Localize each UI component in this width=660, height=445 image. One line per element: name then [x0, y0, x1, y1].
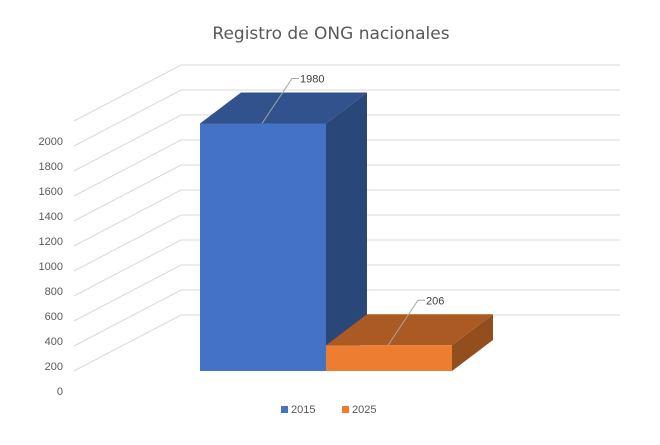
bar-top [200, 92, 367, 124]
leader-line [261, 78, 299, 124]
gridline [73, 289, 620, 347]
data-label: 206 [426, 295, 444, 307]
y-tick-label: 1600 [39, 186, 63, 198]
gridline [73, 264, 620, 322]
bar-top [326, 314, 493, 346]
bar-side [326, 92, 367, 371]
bar-front [326, 345, 452, 371]
legend-swatch [281, 406, 288, 413]
bar-2015 [200, 92, 367, 371]
legend-label: 2015 [291, 404, 315, 416]
y-tick-label: 1800 [39, 161, 63, 173]
data-labels: 1980 206 [261, 74, 444, 346]
gridline [73, 64, 620, 122]
leader-line [387, 299, 425, 346]
gridlines [73, 64, 620, 372]
y-axis-ticks: 0 200 400 600 800 1000 1200 1400 1600 1800 2000 [39, 136, 63, 398]
y-tick-label: 400 [45, 336, 63, 348]
gridline [73, 239, 620, 297]
y-tick-label: 1400 [39, 211, 63, 223]
chart-title: Registro de ONG nacionales [212, 24, 449, 44]
gridline [73, 89, 620, 147]
legend-label: 2025 [352, 404, 376, 416]
bar-2025 [326, 314, 493, 371]
y-tick-label: 600 [45, 311, 63, 323]
y-tick-label: 200 [45, 361, 63, 373]
data-label: 1980 [300, 74, 324, 86]
y-tick-label: 1000 [39, 261, 63, 273]
bars [200, 92, 493, 371]
y-tick-label: 2000 [39, 136, 63, 148]
gridline [73, 214, 620, 272]
bar-side [452, 314, 493, 371]
gridline [73, 139, 620, 197]
gridline [73, 164, 620, 222]
legend: 2015 2025 [281, 404, 376, 416]
bar-front [200, 123, 326, 371]
y-tick-label: 0 [57, 386, 63, 398]
legend-item-2025: 2025 [342, 404, 376, 416]
y-tick-label: 800 [45, 286, 63, 298]
gridline [73, 189, 620, 247]
legend-swatch [342, 406, 349, 413]
legend-item-2015: 2015 [281, 404, 315, 416]
y-tick-label: 1200 [39, 236, 63, 248]
gridline [73, 114, 620, 172]
